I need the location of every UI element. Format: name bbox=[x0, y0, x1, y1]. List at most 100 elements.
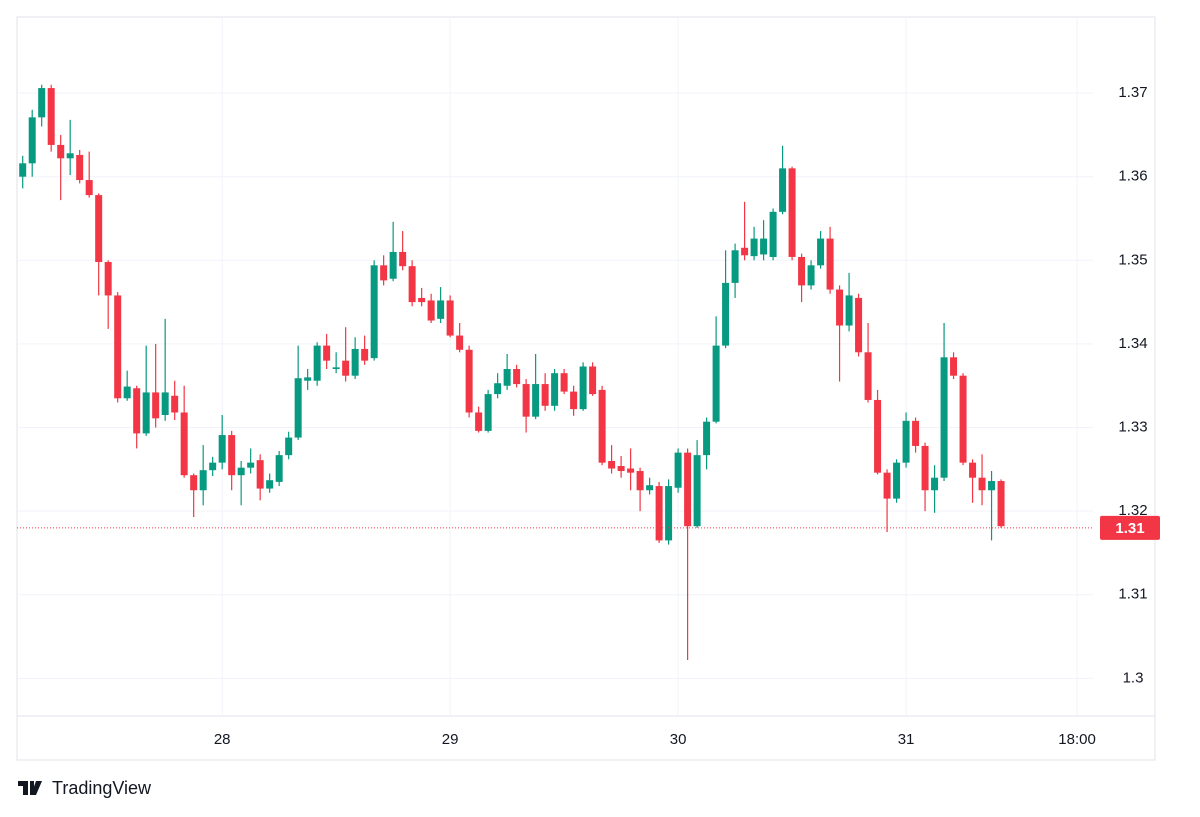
candle-body bbox=[874, 399, 882, 473]
candle-body bbox=[864, 352, 872, 400]
candle-body bbox=[361, 348, 369, 361]
candle-body bbox=[456, 335, 464, 350]
candle-body bbox=[940, 357, 948, 478]
candle-body bbox=[902, 420, 910, 463]
candle-body bbox=[665, 486, 673, 541]
candle-body bbox=[788, 168, 796, 257]
candle-body bbox=[418, 297, 426, 303]
candle-body bbox=[655, 486, 663, 541]
candle-body bbox=[798, 256, 806, 286]
candles bbox=[19, 84, 1005, 660]
candle-body bbox=[684, 452, 692, 527]
candle-body bbox=[712, 345, 720, 422]
candle-body bbox=[883, 472, 891, 499]
candle-body bbox=[674, 452, 682, 488]
candle-body bbox=[28, 117, 36, 164]
candle-body bbox=[256, 460, 264, 489]
candle-body bbox=[342, 360, 350, 376]
candle-body bbox=[598, 389, 606, 463]
candle-body bbox=[218, 435, 226, 463]
candle-body bbox=[38, 88, 46, 118]
candle-body bbox=[817, 238, 825, 266]
candle-body bbox=[199, 470, 207, 491]
candle-body bbox=[389, 251, 397, 279]
candle-body bbox=[703, 421, 711, 456]
candle-body bbox=[978, 477, 986, 491]
candle-body bbox=[399, 251, 407, 267]
candle-body bbox=[845, 295, 853, 326]
candle-body bbox=[313, 345, 321, 381]
candle-body bbox=[541, 384, 549, 406]
candle-body bbox=[332, 367, 340, 370]
candle-body bbox=[275, 455, 283, 482]
candle-body bbox=[836, 289, 844, 326]
logo: TradingView bbox=[18, 778, 152, 798]
candle-body bbox=[142, 392, 150, 434]
candle-body bbox=[247, 462, 255, 468]
candle-body bbox=[807, 265, 815, 286]
candle-body bbox=[114, 295, 122, 399]
candle-body bbox=[779, 168, 787, 212]
candle-body bbox=[304, 377, 312, 381]
candle-body bbox=[123, 386, 131, 399]
candle-body bbox=[180, 412, 188, 476]
candle-body bbox=[323, 345, 331, 361]
candle-body bbox=[931, 477, 939, 491]
candle-body bbox=[693, 455, 701, 527]
candle-body bbox=[484, 394, 492, 431]
y-tick-label: 1.3 bbox=[1123, 669, 1144, 686]
y-tick-label: 1.32 bbox=[1118, 502, 1147, 519]
candle-body bbox=[741, 247, 749, 256]
candle-body bbox=[19, 163, 27, 177]
candle-body bbox=[608, 460, 616, 469]
x-tick-label: 30 bbox=[670, 731, 687, 748]
x-tick-label: 29 bbox=[442, 731, 459, 748]
candle-body bbox=[589, 366, 597, 395]
candle-body bbox=[988, 481, 996, 491]
candle-body bbox=[465, 349, 473, 413]
candle-body bbox=[152, 392, 160, 419]
candle-body bbox=[228, 435, 236, 476]
y-tick-label: 1.37 bbox=[1118, 84, 1147, 101]
candle-body bbox=[921, 445, 929, 491]
candle-body bbox=[95, 195, 103, 262]
candle-body bbox=[769, 211, 777, 257]
candle-body bbox=[636, 471, 644, 491]
x-tick-label: 18:00 bbox=[1058, 731, 1096, 748]
candle-body bbox=[617, 465, 625, 472]
candle-body bbox=[551, 373, 559, 406]
last-price-label: 1.31 bbox=[1115, 520, 1144, 537]
candle-body bbox=[446, 300, 454, 336]
candle-body bbox=[104, 261, 112, 296]
candle-body bbox=[190, 475, 198, 491]
candle-body bbox=[950, 357, 958, 376]
candle-body bbox=[760, 238, 768, 255]
candle-body bbox=[408, 266, 416, 303]
candle-body bbox=[997, 481, 1005, 527]
y-tick-label: 1.34 bbox=[1118, 335, 1147, 352]
candle-body bbox=[855, 297, 863, 353]
candle-body bbox=[522, 384, 530, 417]
candle-body bbox=[475, 412, 483, 431]
candle-body bbox=[570, 391, 578, 410]
candle-body bbox=[750, 238, 758, 257]
candle-body bbox=[237, 467, 245, 476]
candle-body bbox=[171, 395, 179, 413]
candle-body bbox=[893, 462, 901, 499]
candle-body bbox=[370, 265, 378, 359]
y-tick-label: 1.36 bbox=[1118, 168, 1147, 185]
x-tick-label: 31 bbox=[898, 731, 915, 748]
last-price-box bbox=[1100, 515, 1160, 540]
candle-body bbox=[133, 388, 141, 434]
candle-body bbox=[380, 265, 388, 281]
candle-body bbox=[57, 144, 65, 159]
candle-body bbox=[85, 180, 93, 196]
candle-body bbox=[66, 153, 74, 159]
y-tick-label: 1.31 bbox=[1118, 586, 1147, 603]
candle-body bbox=[494, 383, 502, 395]
candle-body bbox=[437, 300, 445, 319]
candle-body bbox=[427, 300, 435, 321]
y-tick-label: 1.35 bbox=[1118, 251, 1147, 268]
candle-body bbox=[560, 373, 568, 392]
